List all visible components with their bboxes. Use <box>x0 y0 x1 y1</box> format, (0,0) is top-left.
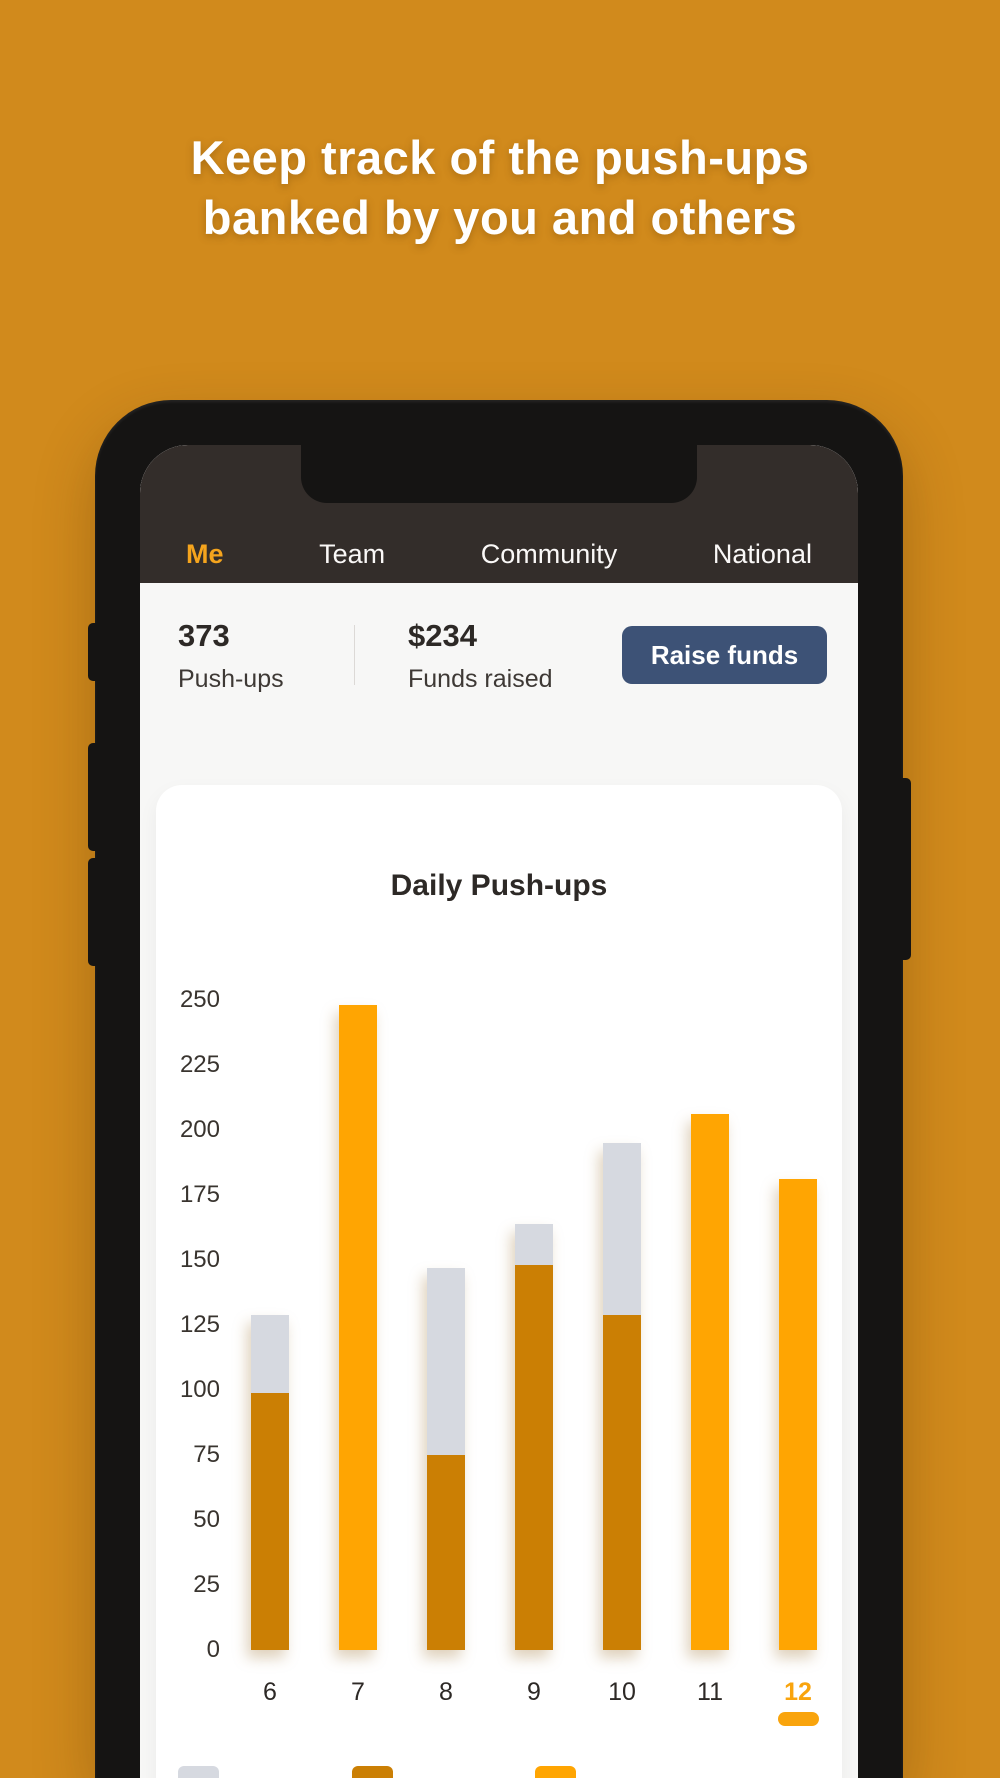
chart-y-axis: 0 25 50 75 100 125 150 175 200 225 250 <box>156 986 220 1663</box>
y-tick-label: 125 <box>179 1311 220 1338</box>
y-tick-label: 75 <box>193 1441 220 1468</box>
dark-orange-segment <box>515 1265 553 1650</box>
y-tick-label: 0 <box>206 1636 220 1663</box>
y-tick-label: 150 <box>179 1246 220 1273</box>
bright-orange-segment <box>691 1114 729 1650</box>
tab-bar: Me Team Community National <box>140 533 858 575</box>
stacked-bar-day-6[interactable] <box>251 1314 289 1650</box>
legend-chip-gray <box>178 1766 219 1778</box>
bright-orange-segment <box>339 1005 377 1650</box>
phone-screen: Me Team Community National 373 Push-ups … <box>140 445 858 1778</box>
bar-slot-day-8: 8 <box>402 1000 490 1706</box>
x-label-day-12[interactable]: 12 <box>784 1678 812 1706</box>
stacked-bar-day-9[interactable] <box>515 1223 553 1650</box>
funds-label: Funds raised <box>408 665 553 693</box>
bar-slot-day-11: 11 <box>666 1000 754 1706</box>
funds-amount: $234 <box>408 618 477 653</box>
tab-community[interactable]: Community <box>480 538 618 569</box>
stacked-bar-day-10[interactable] <box>603 1143 641 1650</box>
gray-segment <box>251 1314 289 1393</box>
y-tick-label: 175 <box>179 1181 220 1208</box>
bar-slot-day-6: 6 <box>226 1000 314 1706</box>
status-bar: Me Team Community National <box>140 445 858 583</box>
pushups-label: Push-ups <box>178 665 284 693</box>
tab-national[interactable]: National <box>712 538 812 569</box>
y-tick-label: 50 <box>193 1506 220 1533</box>
legend-chip-dark-orange <box>352 1766 393 1778</box>
dark-orange-segment <box>427 1455 465 1650</box>
selected-day-indicator <box>777 1712 819 1726</box>
headline-line-1: Keep track of the push-ups <box>190 131 810 184</box>
pushups-count: 373 <box>178 618 230 653</box>
chart-card: Daily Push-ups 0 25 50 75 100 125 150 175 200 225… <box>156 785 842 1778</box>
chart-title: Daily Push-ups <box>390 869 608 902</box>
phone-volume-up-button <box>88 743 98 851</box>
legend-chip-bright-orange <box>535 1766 576 1778</box>
x-label-day-8[interactable]: 8 <box>439 1678 453 1706</box>
page-title: Keep track of the push-ups banked by you… <box>0 128 1000 248</box>
bar-plot: 6 7 8 9 10 11 12 <box>226 1000 842 1726</box>
gray-segment <box>427 1267 465 1455</box>
y-tick-label: 250 <box>179 986 220 1013</box>
phone-volume-down-button <box>88 858 98 966</box>
y-tick-label: 200 <box>179 1116 220 1143</box>
stats-divider <box>354 625 355 685</box>
raise-funds-button[interactable]: Raise funds <box>622 626 827 684</box>
dark-orange-segment <box>603 1314 641 1650</box>
x-label-day-9[interactable]: 9 <box>527 1678 541 1706</box>
x-label-day-10[interactable]: 10 <box>608 1678 636 1706</box>
stacked-bar-day-12[interactable] <box>779 1179 817 1650</box>
bar-slot-day-9: 9 <box>490 1000 578 1706</box>
x-label-day-6[interactable]: 6 <box>263 1678 277 1706</box>
funds-stat: $234 Funds raised <box>408 619 553 694</box>
stats-row: 373 Push-ups $234 Funds raised Raise fun… <box>140 615 858 705</box>
y-tick-label: 225 <box>179 1051 220 1078</box>
gray-segment <box>515 1223 553 1266</box>
stacked-bar-day-7[interactable] <box>339 1005 377 1650</box>
y-tick-label: 100 <box>179 1376 220 1403</box>
x-label-day-11[interactable]: 11 <box>697 1678 723 1706</box>
pushups-stat: 373 Push-ups <box>178 619 284 694</box>
phone-mute-switch <box>88 623 98 681</box>
bar-slot-day-10: 10 <box>578 1000 666 1706</box>
tab-me[interactable]: Me <box>186 538 224 569</box>
headline-line-2: banked by you and others <box>202 191 798 244</box>
phone-power-button <box>900 778 911 960</box>
dark-orange-segment <box>251 1392 289 1650</box>
phone-notch <box>301 445 697 503</box>
x-label-day-7[interactable]: 7 <box>351 1678 365 1706</box>
stacked-bar-day-11[interactable] <box>691 1114 729 1650</box>
bright-orange-segment <box>779 1179 817 1650</box>
bar-slot-day-12: 12 <box>754 1000 842 1726</box>
bar-slot-day-7: 7 <box>314 1000 402 1706</box>
stacked-bar-day-8[interactable] <box>427 1267 465 1650</box>
gray-segment <box>603 1143 641 1315</box>
phone-mockup: Me Team Community National 373 Push-ups … <box>88 400 911 1778</box>
tab-team[interactable]: Team <box>319 538 386 569</box>
y-tick-label: 25 <box>193 1571 220 1598</box>
